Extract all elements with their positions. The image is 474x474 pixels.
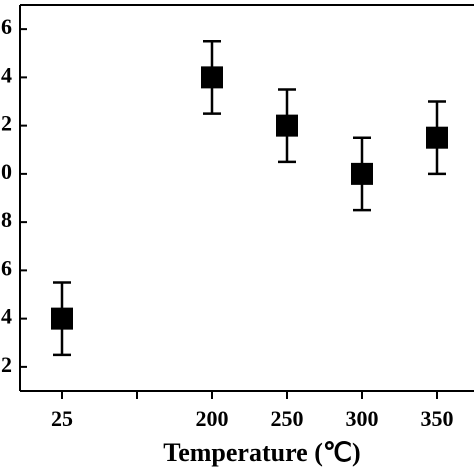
y-tick-label: 4 bbox=[1, 304, 12, 329]
marker bbox=[351, 162, 373, 185]
x-tick-label: 200 bbox=[196, 406, 229, 431]
x-tick-label: 350 bbox=[421, 406, 454, 431]
marker bbox=[426, 126, 448, 149]
marker bbox=[276, 114, 298, 137]
marker bbox=[51, 307, 73, 330]
x-tick-label: 25 bbox=[51, 406, 73, 431]
y-tick-label: 0 bbox=[1, 159, 12, 184]
marker bbox=[201, 66, 223, 89]
y-tick-label: 8 bbox=[1, 207, 12, 232]
y-tick-label: 2 bbox=[1, 111, 12, 136]
y-tick-label: 6 bbox=[1, 255, 12, 280]
x-axis-label: Temperature (℃) bbox=[163, 438, 360, 467]
y-tick-label: 2 bbox=[1, 352, 12, 377]
x-tick-label: 250 bbox=[271, 406, 304, 431]
x-tick-label: 300 bbox=[346, 406, 379, 431]
y-tick-label: 6 bbox=[1, 14, 12, 39]
y-tick-label: 4 bbox=[1, 62, 12, 87]
